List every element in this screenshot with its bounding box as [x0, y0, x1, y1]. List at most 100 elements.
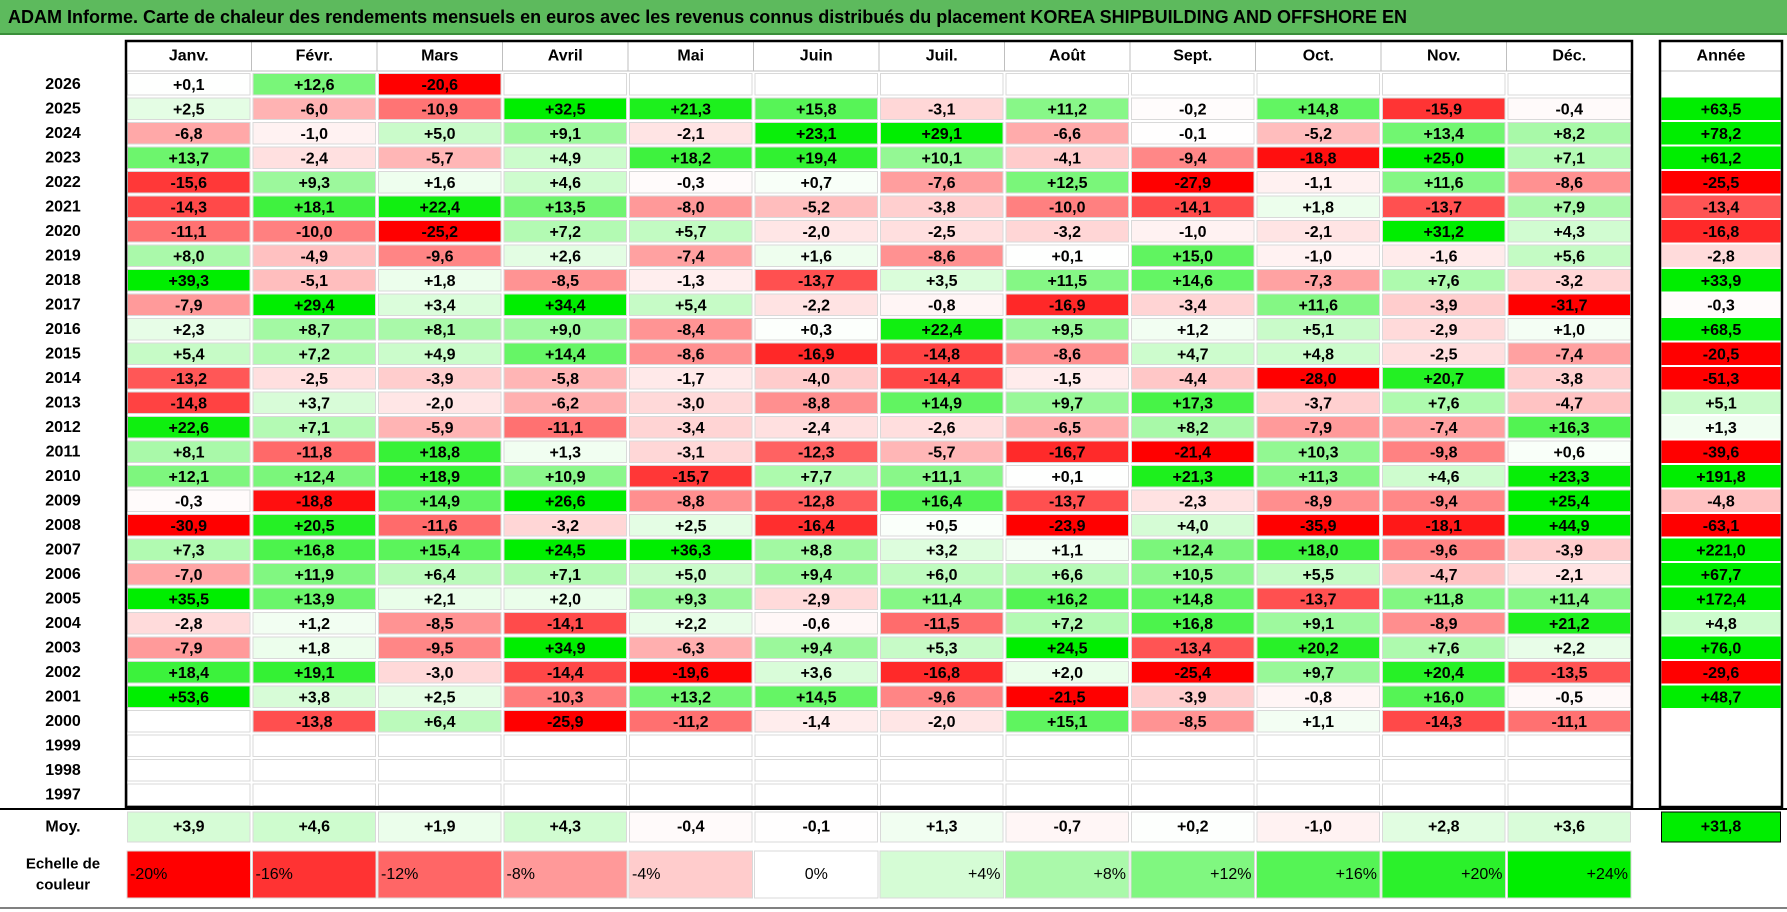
annual-cell: [1661, 587, 1781, 610]
heatmap-cell: [880, 685, 1004, 708]
heatmap-cell: [378, 783, 502, 806]
heatmap-cell: [252, 563, 376, 586]
heatmap-cell: [1382, 734, 1506, 757]
annual-cell: [1661, 122, 1781, 145]
cell-value: +18,2: [671, 150, 712, 167]
heatmap-cell: [1256, 293, 1380, 316]
cell-value: +23,1: [796, 126, 837, 143]
heatmap-cell: [629, 416, 753, 439]
year-label: 2007: [45, 541, 81, 558]
cell-value: +5,0: [675, 567, 707, 584]
cell-value: -3,1: [928, 101, 956, 118]
cell-value: -12,3: [798, 444, 835, 461]
cell-value: +20,7: [1424, 371, 1465, 388]
heatmap-cell: [1382, 122, 1506, 145]
heatmap-cell: [1382, 269, 1506, 292]
heatmap-cell: [1507, 783, 1631, 806]
average-cell: [252, 811, 376, 843]
heatmap-cell: [127, 612, 251, 635]
heatmap-cell: [378, 195, 502, 218]
heatmap-cell: [127, 661, 251, 684]
annual-value: +63,5: [1701, 101, 1742, 118]
cell-value: -16,9: [798, 346, 835, 363]
heatmap-cell: [127, 122, 251, 145]
cell-value: +29,4: [294, 297, 335, 314]
heatmap-cell: [1005, 122, 1129, 145]
cell-value: +18,1: [294, 199, 335, 216]
cell-value: +7,9: [1553, 199, 1585, 216]
cell-value: +6,0: [926, 567, 958, 584]
average-cell: [1256, 811, 1380, 843]
heatmap-cell: [754, 538, 878, 561]
scale-label-value: +8%: [1094, 866, 1126, 883]
cell-value: +8,2: [1553, 126, 1585, 143]
heatmap-cell: [1005, 318, 1129, 341]
heatmap-cell: [252, 195, 376, 218]
scale-swatch: [1256, 850, 1381, 899]
heatmap-cell: [1005, 342, 1129, 365]
heatmap-cell: [127, 587, 251, 610]
heatmap-cell: [252, 244, 376, 267]
cell-value: +19,1: [294, 665, 335, 682]
heatmap-cell: [1507, 685, 1631, 708]
heatmap-cell: [252, 612, 376, 635]
annual-cell: [1661, 661, 1781, 684]
heatmap-cell: [1005, 759, 1129, 782]
heatmap-cell: [629, 661, 753, 684]
year-label: 2008: [45, 517, 81, 534]
cell-value: +4,6: [549, 175, 581, 192]
heatmap-cell: [1382, 440, 1506, 463]
cell-value: -3,2: [1555, 273, 1583, 290]
heatmap-cell: [1256, 122, 1380, 145]
heatmap-cell: [127, 759, 251, 782]
heatmap-cell: [378, 587, 502, 610]
cell-value: -7,9: [1304, 420, 1332, 437]
cell-value: +18,4: [169, 665, 210, 682]
heatmap-cell: [1131, 685, 1255, 708]
heatmap-cell: [880, 97, 1004, 120]
heatmap-cell: [1382, 195, 1506, 218]
cell-value: -2,3: [1179, 493, 1207, 510]
cell-value: -11,6: [422, 518, 458, 535]
month-header: Janv.: [169, 48, 209, 65]
heatmap-cell: [754, 220, 878, 243]
heatmap-cell: [252, 146, 376, 169]
heatmap-cell: [1507, 489, 1631, 512]
cell-value: +31,2: [1424, 224, 1465, 241]
cell-value: +12,5: [1047, 175, 1088, 192]
year-label: 2014: [45, 370, 81, 387]
cell-value: +14,6: [1173, 273, 1214, 290]
heatmap-cell: [1256, 489, 1380, 512]
heatmap-cell: [880, 171, 1004, 194]
cell-value: +3,8: [298, 689, 330, 706]
cell-value: -14,1: [547, 616, 584, 633]
cell-value: -9,6: [1430, 542, 1458, 559]
heatmap-cell: [378, 734, 502, 757]
cell-value: +8,8: [800, 542, 832, 559]
cell-value: +10,1: [922, 150, 963, 167]
cell-value: +12,1: [169, 469, 210, 486]
cell-value: +6,6: [1051, 567, 1083, 584]
heatmap-cell: [1507, 146, 1631, 169]
cell-value: +11,3: [1298, 469, 1338, 486]
heatmap-cell: [1507, 342, 1631, 365]
heatmap-cell: [378, 465, 502, 488]
month-header: Déc.: [1552, 48, 1586, 65]
year-label: 2020: [45, 223, 81, 240]
heatmap-cell: [754, 342, 878, 365]
cell-value: +8,7: [298, 322, 330, 339]
heatmap-cell: [1131, 244, 1255, 267]
annual-value: +61,2: [1701, 150, 1742, 167]
annual-cell: [1661, 636, 1781, 659]
heatmap-cell: [754, 122, 878, 145]
cell-value: -8,5: [551, 273, 579, 290]
heatmap-cell: [629, 220, 753, 243]
heatmap-cell: [1507, 171, 1631, 194]
cell-value: -11,1: [171, 224, 207, 241]
heatmap-cell: [1131, 171, 1255, 194]
heatmap-cell: [1256, 73, 1380, 96]
heatmap-cell: [127, 367, 251, 390]
heatmap-cell: [503, 612, 627, 635]
annual-value: +4,8: [1705, 616, 1737, 633]
heatmap-cell: [1256, 391, 1380, 414]
